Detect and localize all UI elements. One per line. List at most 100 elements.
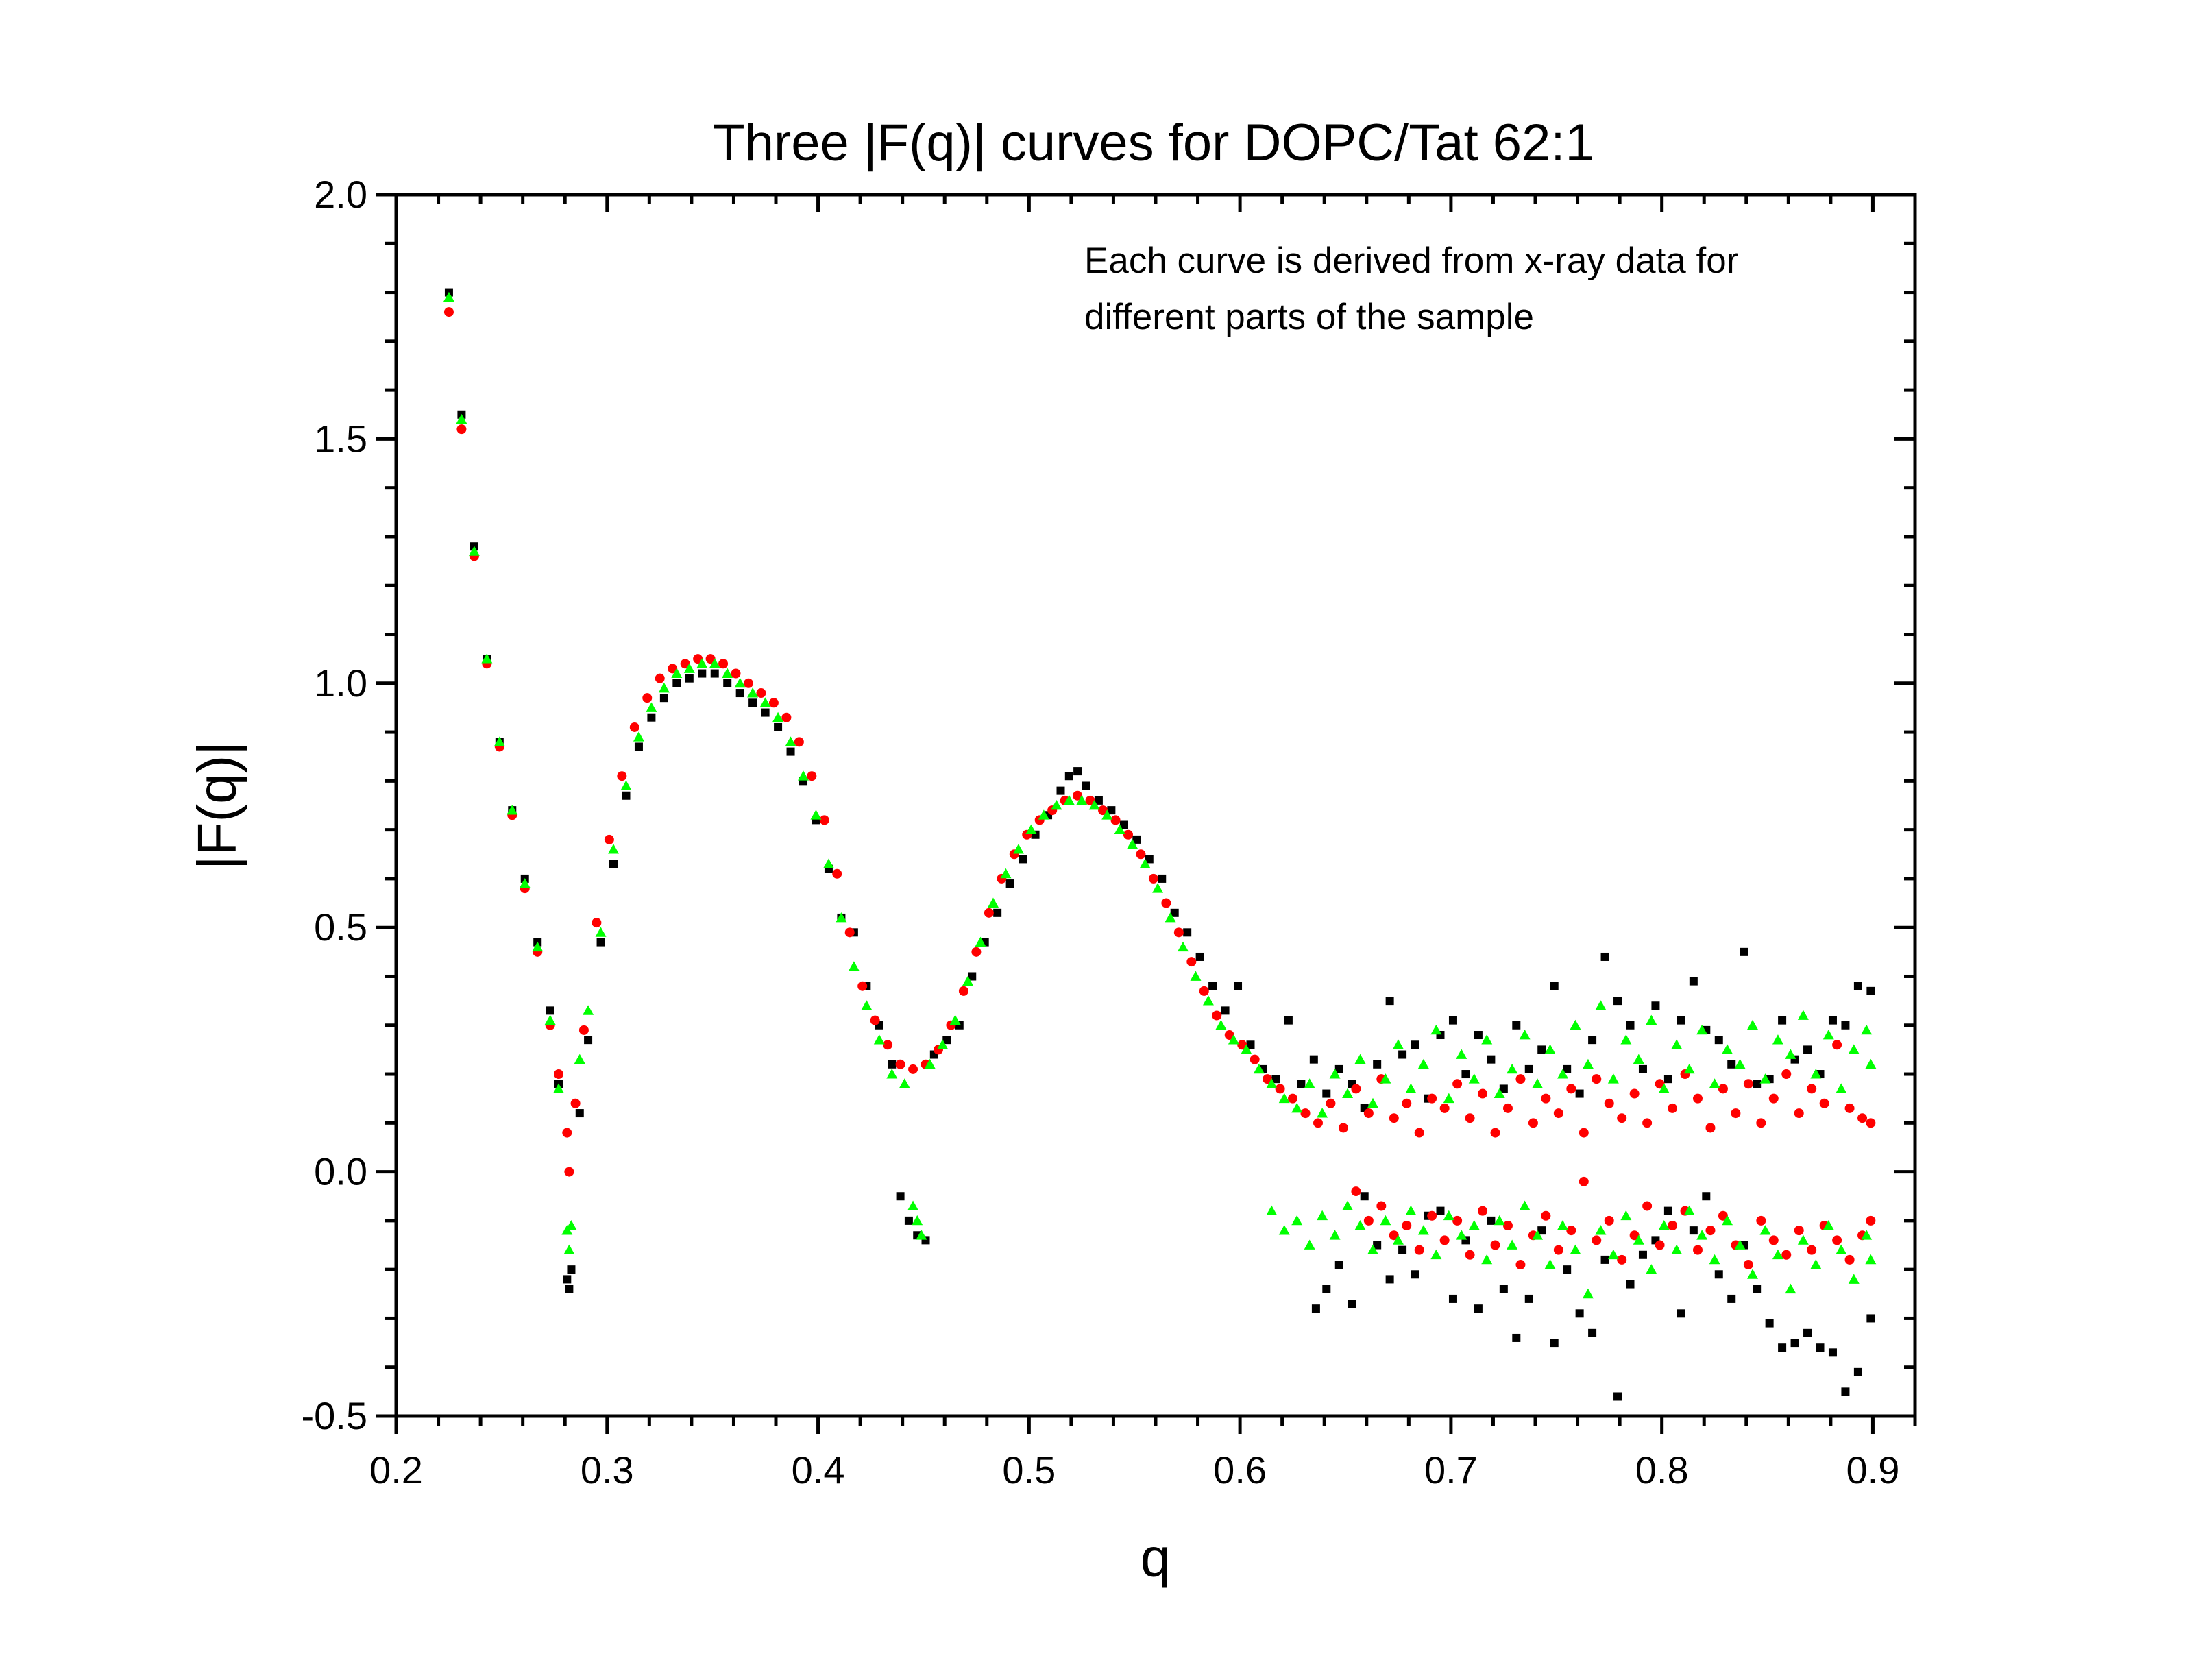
data-point-circle (705, 654, 716, 664)
data-point-triangle (1772, 1034, 1783, 1045)
data-point-circle (1351, 1186, 1361, 1197)
data-point-triangle (1417, 1225, 1429, 1235)
data-point-circle (1338, 1123, 1348, 1133)
data-point-triangle (481, 653, 493, 664)
data-point-square (723, 679, 732, 687)
data-point-circle (1502, 1103, 1513, 1113)
data-point-triangle (1405, 1205, 1417, 1216)
data-point-square (1677, 1016, 1685, 1025)
data-point-square (1073, 767, 1082, 776)
data-point-triangle (962, 975, 974, 986)
data-point-triangle (1658, 1083, 1670, 1093)
data-point-square (1828, 1348, 1837, 1357)
data-point-circle (1604, 1098, 1614, 1108)
data-point-circle (655, 673, 665, 683)
data-point-triangle (552, 1083, 564, 1093)
data-point-triangle (1861, 1230, 1873, 1240)
y-axis-ticks (376, 193, 1915, 1418)
data-point-square (565, 1285, 574, 1293)
x-tick-label: 0.9 (1846, 1448, 1900, 1492)
data-point-triangle (1722, 1215, 1733, 1226)
data-point-triangle (1354, 1220, 1366, 1230)
data-point-circle (1212, 1010, 1222, 1021)
data-point-triangle (1317, 1108, 1328, 1118)
data-point-square (1550, 982, 1559, 990)
data-point-triangle (1165, 912, 1176, 923)
data-point-square (584, 1036, 593, 1045)
data-point-square (1575, 1089, 1584, 1098)
triangle-series (443, 291, 1877, 1299)
data-point-triangle (822, 858, 834, 868)
data-point-square (1626, 1280, 1635, 1289)
data-point-triangle (1266, 1078, 1278, 1088)
data-point-square (1474, 1304, 1483, 1313)
data-point-triangle (1532, 1078, 1544, 1088)
annotation-line: Each curve is derived from x-ray data fo… (1084, 241, 1738, 281)
data-point-circle (794, 737, 804, 747)
data-point-square (1702, 1192, 1711, 1201)
data-point-square (685, 674, 694, 683)
data-point-triangle (916, 1230, 927, 1240)
data-point-circle (680, 659, 690, 669)
data-point-triangle (1797, 1234, 1809, 1245)
data-point-circle (1566, 1084, 1576, 1094)
data-point-square (1841, 1387, 1850, 1396)
data-point-triangle (1405, 1083, 1417, 1093)
data-point-triangle (1152, 883, 1164, 893)
data-point-square (1499, 1084, 1508, 1093)
data-point-triangle (1494, 1088, 1505, 1098)
data-point-square (1663, 1075, 1672, 1084)
data-point-square (1373, 1060, 1382, 1069)
data-point-circle (1781, 1069, 1792, 1080)
data-point-triangle (1291, 1215, 1303, 1226)
data-point-circle (1515, 1074, 1526, 1084)
data-point-triangle (1507, 1239, 1518, 1250)
data-point-triangle (565, 1220, 577, 1230)
data-point-triangle (772, 711, 784, 722)
chart-annotation: Each curve is derived from x-ray data fo… (1084, 241, 1738, 337)
data-point-square (647, 713, 656, 722)
data-point-triangle (468, 546, 480, 556)
data-point-triangle (1430, 1024, 1442, 1035)
data-point-circle (1705, 1123, 1716, 1133)
data-point-triangle (899, 1078, 910, 1088)
x-axis-label: q (1141, 1527, 1171, 1588)
data-point-circle (1692, 1093, 1703, 1104)
data-point-circle (1794, 1108, 1804, 1119)
data-point-triangle (1696, 1024, 1708, 1035)
data-point-triangle (907, 1200, 919, 1210)
data-point-circle (1807, 1084, 1817, 1094)
data-point-square (993, 908, 1002, 917)
data-point-square (567, 1265, 576, 1274)
data-point-triangle (1759, 1225, 1771, 1235)
data-point-square (1234, 982, 1243, 990)
data-point-circle (1553, 1108, 1563, 1119)
data-point-triangle (1570, 1244, 1581, 1255)
data-point-triangle (747, 687, 759, 698)
plot-frame (394, 193, 1917, 1418)
data-point-circle (1478, 1206, 1488, 1216)
data-point-triangle (1709, 1254, 1720, 1265)
data-point-square (1082, 781, 1090, 790)
data-point-triangle (1709, 1078, 1720, 1088)
data-point-triangle (1367, 1244, 1379, 1255)
data-point-square (968, 972, 977, 981)
data-point-circle (1655, 1240, 1665, 1250)
data-point-triangle (1291, 1102, 1303, 1113)
data-point-circle (1579, 1176, 1589, 1186)
data-point-triangle (456, 413, 467, 424)
data-point-square (1689, 1226, 1698, 1235)
data-point-triangle (975, 936, 986, 947)
data-point-triangle (1012, 844, 1024, 854)
data-point-square (1714, 1036, 1723, 1045)
data-point-circle (617, 771, 627, 781)
data-point-circle (832, 868, 842, 879)
data-point-circle (1123, 829, 1133, 840)
data-point-triangle (1342, 1200, 1354, 1210)
data-point-circle (844, 927, 855, 938)
data-point-triangle (1544, 1259, 1556, 1269)
data-point-square (1613, 997, 1622, 1006)
data-point-circle (984, 908, 994, 918)
data-point-triangle (1734, 1239, 1746, 1250)
data-point-circle (756, 688, 766, 698)
